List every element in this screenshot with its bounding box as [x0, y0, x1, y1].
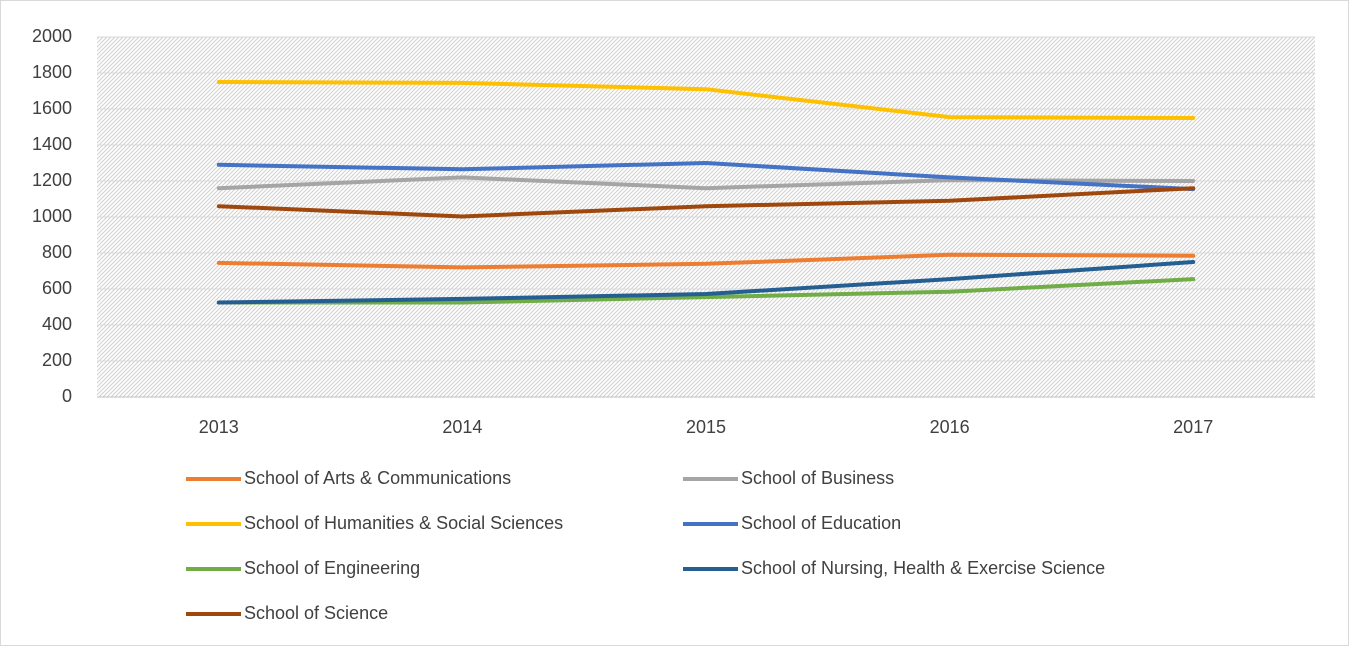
y-tick-label: 1200: [32, 170, 72, 190]
y-tick-label: 1000: [32, 206, 72, 226]
series-line: [216, 186, 1196, 219]
x-tick-label: 2014: [442, 417, 482, 437]
y-tick-label: 0: [62, 386, 72, 406]
y-tick-label: 1400: [32, 134, 72, 154]
legend-label: School of Education: [741, 513, 901, 533]
x-tick-label: 2013: [199, 417, 239, 437]
series-line: [216, 277, 1196, 305]
x-tick-label: 2016: [930, 417, 970, 437]
series-line: [216, 80, 1196, 120]
x-tick-label: 2017: [1173, 417, 1213, 437]
y-tick-label: 2000: [32, 26, 72, 46]
y-tick-label: 400: [42, 314, 72, 334]
legend-label: School of Science: [244, 603, 388, 623]
legend-label: School of Arts & Communications: [244, 468, 511, 488]
y-tick-label: 200: [42, 350, 72, 370]
legend-label: School of Business: [741, 468, 894, 488]
legend-label: School of Nursing, Health & Exercise Sci…: [741, 558, 1105, 578]
legend-label: School of Engineering: [244, 558, 420, 578]
series-line: [216, 252, 1196, 270]
y-tick-label: 1600: [32, 98, 72, 118]
y-tick-label: 1800: [32, 62, 72, 82]
series-line: [216, 161, 1196, 192]
y-tick-label: 600: [42, 278, 72, 298]
legend-label: School of Humanities & Social Sciences: [244, 513, 563, 533]
y-tick-label: 800: [42, 242, 72, 262]
series-line: [216, 260, 1196, 305]
x-tick-label: 2015: [686, 417, 726, 437]
